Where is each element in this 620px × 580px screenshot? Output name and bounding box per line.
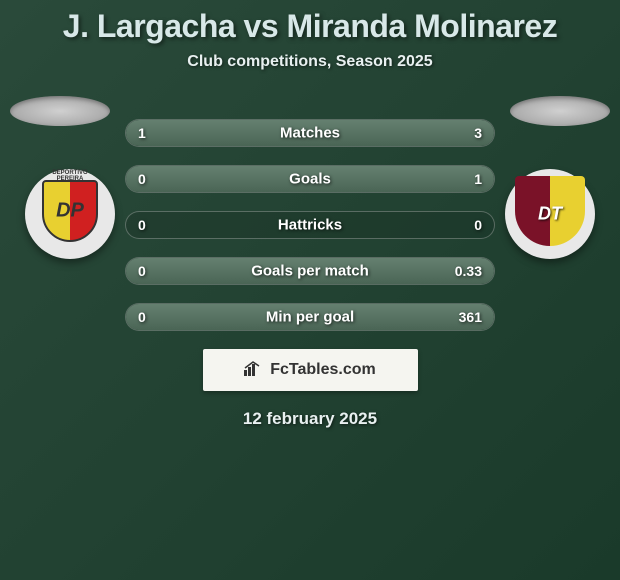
stat-row: 0 Goals 1: [125, 165, 495, 193]
stats-table: 1 Matches 3 0 Goals 1 0 Hattricks 0 0 Goals per ma…: [125, 101, 495, 331]
stat-value-right: 1: [474, 171, 482, 187]
stat-value-right: 0.33: [455, 263, 482, 279]
comparison-panel: DEPORTIVO PEREIRA DP DT 1 Matches 3 0 Goals 1…: [0, 101, 620, 429]
team-badge-left: DEPORTIVO PEREIRA DP: [25, 169, 115, 259]
stat-value-left: 1: [138, 125, 146, 141]
stat-value-left: 0: [138, 171, 146, 187]
stat-label: Matches: [280, 125, 340, 142]
stat-row: 0 Min per goal 361: [125, 303, 495, 331]
logo-text: FcTables.com: [270, 361, 376, 379]
stat-value-left: 0: [138, 263, 146, 279]
page-title: J. Largacha vs Miranda Molinarez: [0, 0, 620, 45]
team-badge-right: DT: [505, 169, 595, 259]
stat-value-left: 0: [138, 309, 146, 325]
stat-label: Goals per match: [251, 263, 369, 280]
shield-deportes-tolima: DT: [515, 176, 585, 252]
chart-icon: [244, 360, 264, 381]
stat-value-right: 0: [474, 217, 482, 233]
stat-value-right: 361: [459, 309, 482, 325]
stat-value-right: 3: [474, 125, 482, 141]
shield-letters: DT: [538, 204, 562, 225]
fctables-logo[interactable]: FcTables.com: [203, 349, 418, 391]
date-label: 12 february 2025: [0, 409, 620, 429]
stat-row: 0 Goals per match 0.33: [125, 257, 495, 285]
subtitle: Club competitions, Season 2025: [0, 53, 620, 71]
stat-value-left: 0: [138, 217, 146, 233]
stat-bar-right: [218, 120, 494, 146]
shield-deportivo-pereira: DEPORTIVO PEREIRA DP: [42, 180, 98, 248]
stat-label: Goals: [289, 171, 331, 188]
pedestal-left: [10, 96, 110, 126]
pedestal-right: [510, 96, 610, 126]
stat-row: 1 Matches 3: [125, 119, 495, 147]
shield-letters: DP: [56, 200, 84, 223]
stat-label: Min per goal: [266, 309, 354, 326]
stat-row: 0 Hattricks 0: [125, 211, 495, 239]
stat-label: Hattricks: [278, 217, 342, 234]
